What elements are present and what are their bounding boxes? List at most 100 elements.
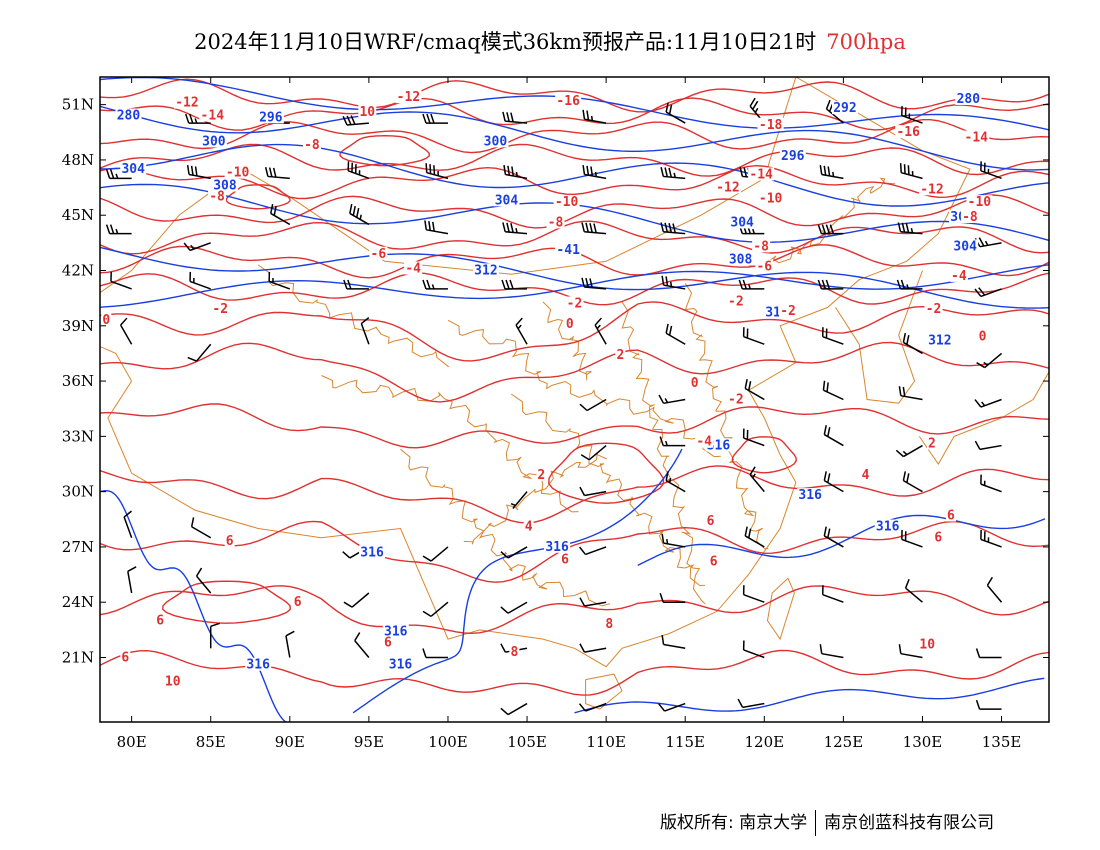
wind-barb xyxy=(974,398,1002,408)
wind-barb xyxy=(661,634,686,650)
wind-barb-feather xyxy=(978,237,985,247)
temperature-label: -4 xyxy=(951,269,967,284)
wind-barb-half-feather xyxy=(752,473,756,479)
geopotential-label: 296 xyxy=(781,149,805,164)
wind-barb xyxy=(268,271,291,290)
wind-barb-feather xyxy=(105,169,111,179)
temperature-closed-isoline xyxy=(339,134,431,167)
wind-barb-feather xyxy=(285,630,295,637)
wind-barb-feather xyxy=(578,546,587,555)
temperature-label-bg xyxy=(924,302,943,316)
temperature-label-bg xyxy=(163,674,182,688)
temperature-label-bg xyxy=(553,195,580,209)
wind-barb-feather xyxy=(823,471,827,481)
x-tick-label: 120E xyxy=(745,733,785,751)
temperature-label: -8 xyxy=(753,239,769,254)
wind-barb xyxy=(898,386,923,401)
temperature-label-bg xyxy=(860,467,871,481)
temperature-label: -18 xyxy=(759,118,783,133)
temperature-label: 6 xyxy=(947,508,955,523)
wind-barb-feather xyxy=(827,473,831,483)
wind-barb-feather xyxy=(902,471,907,481)
temperature-label-bg xyxy=(963,130,990,144)
wind-barb xyxy=(817,279,844,290)
wind-barb xyxy=(742,327,765,345)
wind-barb xyxy=(661,533,686,548)
temperature-label-bg xyxy=(604,617,615,631)
temperature-label-bg xyxy=(292,595,303,609)
wind-barb xyxy=(579,597,607,607)
province-boundary xyxy=(621,301,706,605)
wind-barb-feather xyxy=(510,223,514,233)
temperature-label-bg xyxy=(949,268,968,282)
wind-barb xyxy=(515,317,528,345)
wind-barb-feather xyxy=(899,163,902,173)
geopotential-label: 300 xyxy=(202,134,226,149)
wind-barb-feather xyxy=(210,622,220,627)
temperature-closed-isoline xyxy=(548,442,665,504)
wind-barb-feather xyxy=(898,644,902,654)
wind-barb-feather xyxy=(658,394,665,404)
wind-barb xyxy=(195,567,212,594)
wind-barb-shaft xyxy=(743,649,765,659)
wind-barb xyxy=(895,444,923,458)
temperature-label: 10 xyxy=(359,105,375,120)
temperature-label-bg xyxy=(779,303,798,317)
wind-barb-shaft xyxy=(354,640,370,658)
plot-frame xyxy=(99,76,1050,723)
temperature-isoline xyxy=(100,97,1049,131)
wind-barb xyxy=(821,327,844,345)
wind-barb xyxy=(354,632,370,658)
wind-barb-feather xyxy=(826,382,829,392)
title-level: 700hpa xyxy=(826,30,906,54)
wind-barb-shaft xyxy=(588,444,607,461)
wind-barb-half-feather xyxy=(359,214,362,220)
wind-barb-feather xyxy=(502,111,506,122)
wind-barb-feather xyxy=(581,277,585,288)
temperature-label: 0 xyxy=(102,313,110,328)
wind-barb-feather xyxy=(823,165,827,176)
wind-barb-feather xyxy=(433,165,436,175)
temperature-label-bg xyxy=(705,513,716,527)
wind-barb-feather xyxy=(515,317,523,326)
wind-barb-feather xyxy=(905,223,910,233)
geopotential-label-bg xyxy=(493,193,520,207)
boundary-lines xyxy=(100,77,1049,710)
wind-barb xyxy=(347,161,370,180)
wind-barb-feather xyxy=(506,222,510,233)
x-tick-label: 135E xyxy=(982,733,1022,751)
wind-barb-shaft xyxy=(119,324,133,345)
x-tick-label: 90E xyxy=(275,733,305,751)
wind-barb-shaft xyxy=(507,601,528,614)
wind-barb xyxy=(343,279,369,290)
wind-barb-feather xyxy=(356,207,360,218)
geopotential-label-bg xyxy=(257,110,284,124)
wind-barb-shaft xyxy=(127,571,133,594)
wind-barb xyxy=(821,585,844,603)
wind-barb-feather xyxy=(896,279,902,290)
wind-barb-feather xyxy=(907,165,910,175)
wind-barb xyxy=(986,576,1003,603)
temperature-isoline xyxy=(100,520,1049,583)
wind-barb-feather xyxy=(582,109,586,120)
wind-barb-feather xyxy=(127,566,137,572)
wind-barb-half-feather xyxy=(748,284,752,290)
x-tick-label: 95E xyxy=(354,733,384,751)
wind-barb xyxy=(980,161,1002,180)
geopotential-label: 308 xyxy=(729,252,753,267)
wind-barb-feather xyxy=(273,205,277,216)
wind-barb-half-feather xyxy=(673,172,676,178)
wind-barb-feather xyxy=(426,279,431,290)
wind-barb xyxy=(578,702,607,712)
wind-barb-shaft xyxy=(822,593,844,603)
wind-barb xyxy=(902,471,923,493)
wind-barb-feather xyxy=(586,110,590,121)
wind-barb-feather xyxy=(354,632,361,642)
wind-barb xyxy=(579,398,607,412)
wind-barb xyxy=(343,592,370,608)
wind-barb-feather xyxy=(752,100,759,110)
temperature-label-bg xyxy=(155,613,166,627)
geopotential-label-bg xyxy=(831,101,858,115)
geopotential-label-bg xyxy=(120,161,147,175)
wind-barb-feather xyxy=(195,567,203,577)
